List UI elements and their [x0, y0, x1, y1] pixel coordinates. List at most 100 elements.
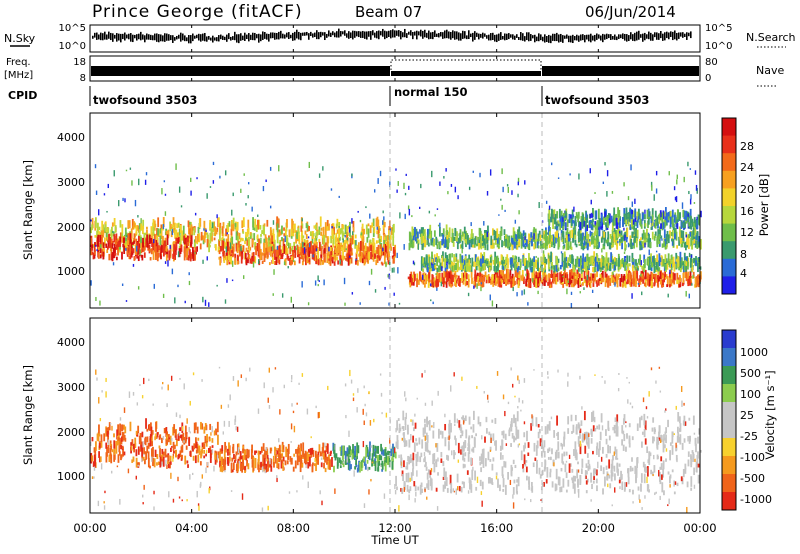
heatmap-cell [261, 230, 264, 234]
heatmap-cell [249, 258, 252, 264]
heatmap-cell [260, 234, 262, 237]
heatmap-cell [312, 248, 315, 254]
heatmap-cell [106, 246, 109, 250]
scatter-cell [533, 233, 535, 240]
heatmap-cell [185, 239, 188, 246]
heatmap-cell [151, 232, 153, 242]
scatter-cell [564, 223, 567, 229]
heatmap-cell [189, 228, 192, 239]
nsky-sample [690, 31, 692, 39]
heatmap-cell [454, 264, 456, 271]
heatmap-cell [518, 238, 521, 247]
heatmap-cell [619, 278, 622, 287]
heatmap-cell [492, 433, 495, 441]
heatmap-cell [286, 238, 289, 247]
heatmap-cell [349, 243, 352, 252]
scatter-cell [379, 170, 382, 177]
heatmap-cell [169, 246, 172, 257]
heatmap-cell [523, 258, 526, 267]
heatmap-cell [246, 459, 248, 467]
heatmap-cell [431, 275, 434, 279]
heatmap-cell [626, 255, 629, 265]
heatmap-cell [115, 440, 118, 445]
heatmap-cell [177, 222, 180, 228]
heatmap-cell [114, 225, 117, 233]
heatmap-cell [566, 219, 569, 227]
heatmap-cell [631, 231, 634, 238]
heatmap-cell [505, 277, 508, 281]
heatmap-cell [433, 230, 436, 237]
nsky-sample [606, 33, 608, 40]
scatter-cell [269, 205, 272, 209]
heatmap-cell [667, 234, 670, 244]
nsky-sample [158, 34, 160, 43]
heatmap-cell [335, 232, 338, 243]
scatter-cell [95, 190, 98, 195]
nsky-sample [506, 33, 508, 40]
heatmap-cell [520, 450, 523, 461]
heatmap-cell [658, 234, 661, 245]
heatmap-cell [548, 273, 550, 278]
nsky-sample [662, 33, 664, 41]
heatmap-cell [582, 232, 584, 240]
heatmap-cell [679, 278, 682, 287]
scatter-cell [405, 173, 407, 176]
heatmap-cell [594, 262, 597, 272]
scatter-cell [293, 260, 295, 262]
heatmap-cell [644, 259, 646, 268]
heatmap-cell [444, 423, 447, 431]
heatmap-cell [211, 438, 214, 443]
heatmap-cell [292, 466, 295, 472]
heatmap-cell [574, 216, 577, 226]
scatter-cell [419, 229, 421, 234]
heatmap-cell [297, 444, 300, 454]
heatmap-cell [383, 240, 385, 248]
heatmap-cell [208, 243, 210, 253]
heatmap-cell [634, 216, 637, 222]
nsky-sample [230, 36, 232, 41]
scatter-cell [598, 241, 600, 248]
nsky-sample [334, 32, 336, 38]
heatmap-cell [278, 229, 281, 234]
heatmap-cell [214, 244, 217, 251]
heatmap-cell [604, 266, 607, 272]
scatter-cell [580, 270, 583, 274]
scatter-cell [646, 237, 648, 243]
heatmap-cell [246, 448, 249, 459]
nsky-sample [260, 34, 262, 42]
heatmap-cell [302, 235, 305, 239]
heatmap-cell [248, 246, 251, 253]
heatmap-cell [381, 468, 384, 472]
heatmap-cell [183, 235, 186, 243]
heatmap-cell [165, 245, 168, 252]
heatmap-cell [570, 279, 573, 284]
heatmap-cell [548, 219, 551, 226]
heatmap-cell [290, 248, 293, 252]
heatmap-cell [623, 280, 626, 287]
scatter-cell [578, 243, 580, 246]
heatmap-cell [172, 217, 175, 228]
heatmap-cell [641, 242, 643, 247]
heatmap-cell [516, 269, 519, 278]
heatmap-cell [276, 450, 279, 455]
heatmap-cell [670, 231, 673, 237]
heatmap-cell [569, 263, 572, 268]
scatter-cell [177, 284, 179, 288]
heatmap-cell [313, 243, 316, 253]
nsky-sample [452, 30, 454, 39]
heatmap-cell [676, 245, 679, 249]
heatmap-cell [589, 241, 591, 247]
scatter-cell [516, 292, 518, 297]
heatmap-cell [583, 245, 586, 249]
heatmap-cell [528, 233, 530, 241]
heatmap-cell [326, 238, 329, 247]
heatmap-cell [170, 447, 172, 453]
heatmap-cell [624, 482, 626, 490]
heatmap-cell [257, 452, 260, 462]
heatmap-cell [378, 227, 381, 231]
heatmap-cell [379, 248, 382, 256]
heatmap-cell [180, 244, 183, 252]
heatmap-cell [265, 447, 268, 456]
heatmap-cell [259, 450, 262, 455]
nsky-sample [598, 34, 600, 39]
